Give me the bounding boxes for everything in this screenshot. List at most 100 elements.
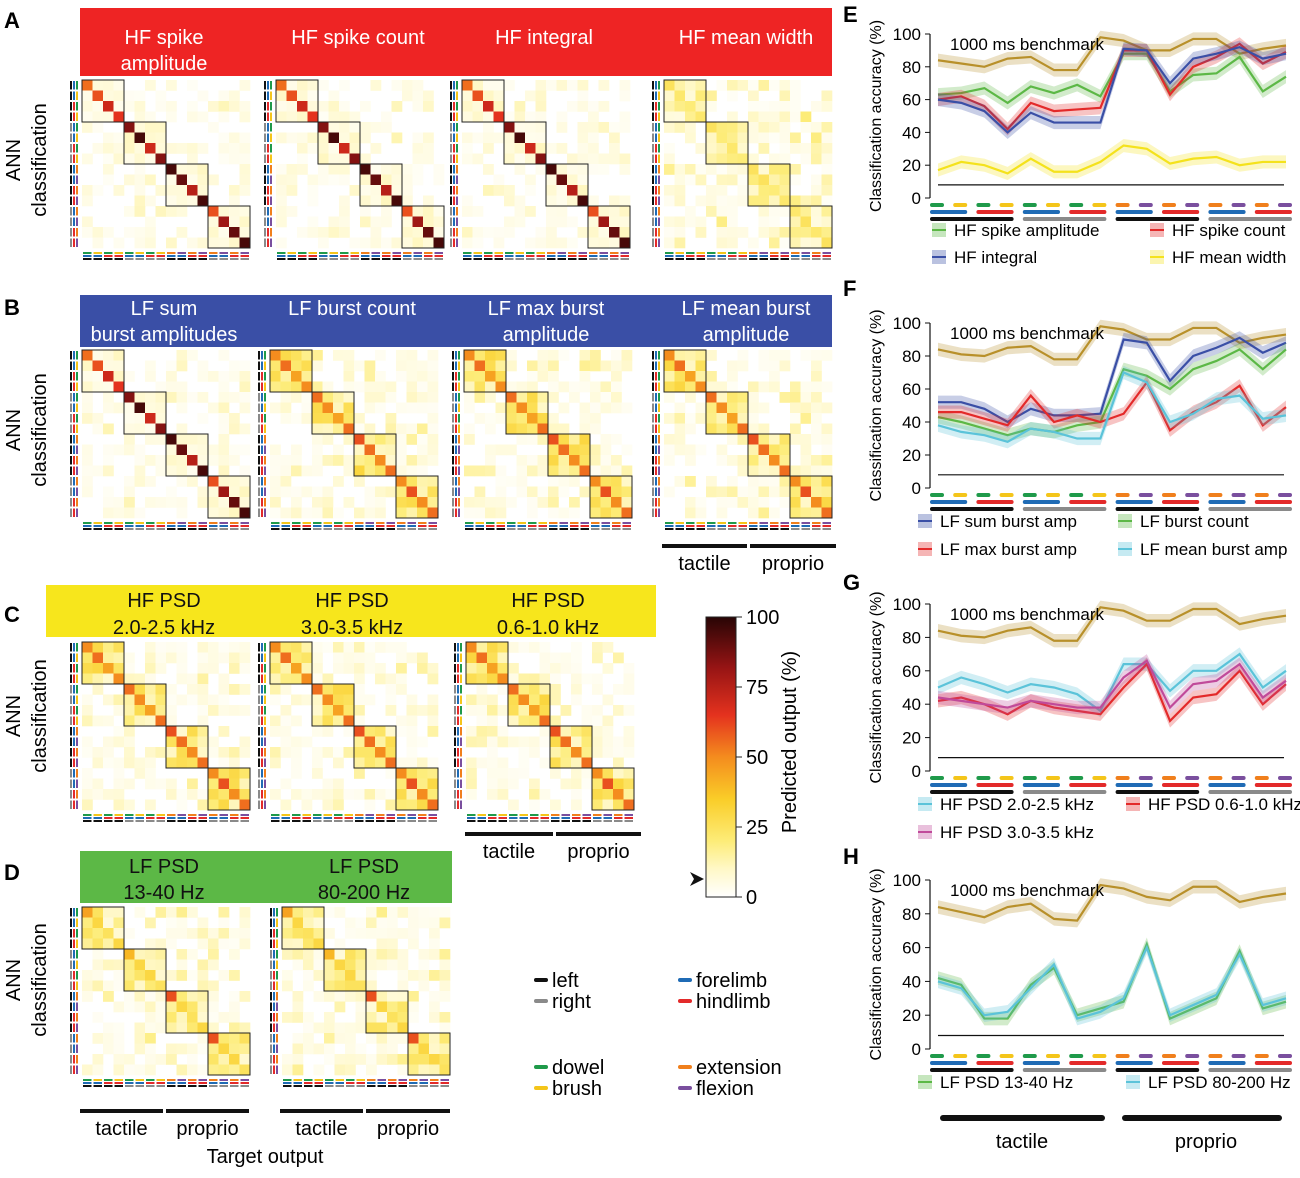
limb-tick (267, 123, 269, 132)
benchmark-label: 1000 ms benchmark (950, 605, 1105, 624)
matrix-cell (239, 507, 251, 519)
side-tick (454, 758, 456, 767)
matrix-cell (621, 402, 633, 414)
matrix-cell (197, 726, 209, 737)
matrix-cell (716, 507, 728, 519)
matrix-cell (418, 949, 430, 960)
side-tick (603, 820, 612, 822)
matrix-cell (716, 216, 728, 228)
matrix-cell (412, 206, 424, 217)
condition-tick (76, 351, 78, 360)
matrix-cell (366, 980, 377, 992)
limb-tick (73, 1034, 75, 1043)
matrix-cell (229, 507, 240, 519)
matrix-cell (406, 652, 418, 664)
matrix-cell (312, 673, 323, 685)
matrix-cell (292, 928, 304, 939)
matrix-cell (590, 392, 601, 403)
matrix-cell (611, 402, 622, 414)
matrix-cell (611, 350, 622, 361)
matrix-cell (166, 789, 177, 800)
matrix-cell (218, 371, 230, 382)
matrix-cell (282, 1054, 293, 1065)
matrix-cell (546, 227, 557, 238)
matrix-cell (417, 423, 428, 435)
matrix-cell (408, 1001, 419, 1013)
matrix-cell (286, 90, 298, 102)
side-tick (264, 123, 266, 132)
matrix-cell (590, 497, 601, 508)
side-tick (264, 154, 266, 163)
condition-tick (780, 522, 789, 524)
limb-tick (93, 255, 102, 257)
limb-tick (273, 939, 275, 948)
side-tick (177, 820, 186, 822)
matrix-cell (82, 768, 93, 779)
matrix-cell (598, 164, 610, 175)
tactile-label: tactile (95, 1118, 147, 1140)
matrix-cell (472, 153, 484, 165)
matrix-cell (333, 392, 344, 403)
condition-tick (270, 81, 272, 90)
condition-tick (76, 716, 78, 725)
condition-tick (76, 1023, 78, 1032)
side-tick (376, 820, 385, 822)
matrix-cell (397, 1054, 409, 1065)
matrix-cell (134, 227, 146, 238)
condition-tick (999, 493, 1014, 497)
side-tick (125, 820, 134, 822)
matrix-cell (779, 237, 791, 249)
limb-tick (457, 790, 459, 799)
matrix-cell (548, 497, 559, 508)
matrix-cell (145, 195, 156, 207)
condition-tick (1185, 493, 1200, 497)
side-tick (258, 466, 260, 475)
side-tick (70, 445, 72, 454)
limb-tick (453, 123, 455, 132)
limb-tick (73, 487, 75, 496)
limb-tick (686, 525, 695, 527)
matrix-cell (716, 392, 728, 403)
matrix-cell (82, 778, 93, 790)
matrix-cell (166, 705, 177, 716)
matrix-cell (155, 938, 167, 950)
side-tick (528, 528, 537, 530)
matrix-cell (556, 216, 568, 228)
y-tick-label: 0 (912, 189, 921, 208)
matrix-cell (197, 684, 209, 695)
matrix-cell (406, 381, 418, 393)
matrix-cell (312, 789, 323, 800)
condition-tick (434, 252, 443, 254)
matrix-cell (811, 381, 822, 393)
matrix-cell (375, 663, 386, 674)
condition-tick (460, 790, 462, 799)
block-outline (395, 767, 439, 811)
matrix-cell (556, 164, 568, 175)
side-tick (1115, 1068, 1200, 1072)
matrix-cell (495, 413, 507, 424)
matrix-cell (472, 80, 484, 91)
matrix-cell (387, 1043, 398, 1055)
side-tick (230, 1085, 239, 1087)
matrix-cell (318, 164, 329, 175)
tactile-bar (280, 1109, 363, 1113)
side-tick (264, 91, 266, 100)
limb-tick (655, 154, 657, 163)
y-tick-label: 60 (902, 380, 921, 399)
side-tick (450, 133, 452, 142)
matrix-cell (301, 673, 313, 685)
matrix-cell (535, 153, 547, 165)
limb-tick (73, 498, 75, 507)
condition-tick (458, 351, 460, 360)
condition-tick (561, 814, 570, 816)
side-tick (1022, 1068, 1107, 1072)
condition-tick (658, 238, 660, 247)
matrix-cell (396, 799, 407, 811)
matrix-cell (218, 970, 230, 981)
matrix-cell (779, 392, 791, 403)
limb-tick (73, 91, 75, 100)
matrix-cell (427, 371, 439, 382)
block-outline (353, 725, 397, 769)
matrix-cell (124, 174, 135, 186)
limb-tick (329, 255, 338, 257)
